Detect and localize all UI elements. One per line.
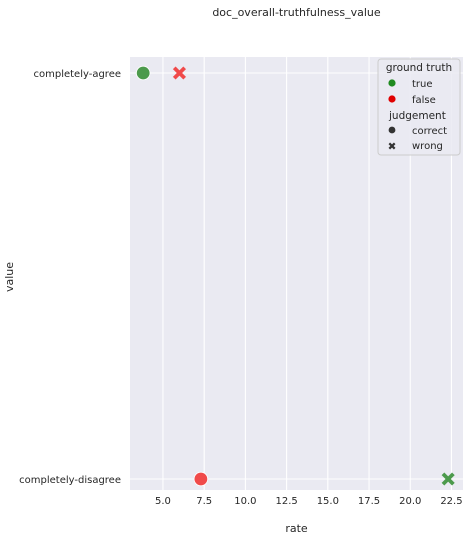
- data-point-true-wrong: [441, 472, 455, 486]
- legend-title-ground-truth: ground truth: [386, 62, 452, 74]
- data-point-true-correct: [135, 65, 151, 81]
- data-point-false-correct: [193, 471, 209, 487]
- y-axis-label: value: [3, 262, 16, 292]
- legend-label-false: false: [412, 95, 436, 106]
- legend: ground truth true false judgement correc…: [377, 58, 461, 156]
- data-point-false-wrong: [172, 66, 186, 80]
- x-tick-label: 20.0: [399, 496, 421, 507]
- x-tick-label: 10.0: [234, 496, 256, 507]
- y-tick-label: completely-disagree: [19, 475, 121, 486]
- x-tick-label: 15.0: [317, 496, 339, 507]
- y-axis-ticks: completely-agree completely-disagree: [19, 69, 121, 486]
- legend-label-true: true: [412, 79, 433, 90]
- x-tick-label: 5.0: [155, 496, 171, 507]
- legend-box: [377, 58, 461, 156]
- legend-marker-wrong: [388, 142, 396, 150]
- x-axis-ticks: 5.0 7.5 10.0 12.5 15.0 17.5 20.0 22.5: [155, 496, 463, 507]
- chart-title: doc_overall-truthfulness_value: [212, 6, 381, 19]
- x-axis-label: rate: [285, 522, 308, 535]
- legend-title-judgement: judgement: [388, 110, 446, 122]
- x-tick-label: 12.5: [275, 496, 297, 507]
- data-points: [135, 65, 455, 487]
- legend-marker-correct: [388, 126, 396, 134]
- x-tick-label: 22.5: [440, 496, 462, 507]
- x-tick-label: 7.5: [196, 496, 212, 507]
- legend-label-correct: correct: [412, 126, 447, 137]
- legend-marker-false: [388, 95, 396, 103]
- x-tick-label: 17.5: [358, 496, 380, 507]
- legend-marker-true: [388, 79, 396, 87]
- y-tick-label: completely-agree: [33, 69, 121, 80]
- legend-label-wrong: wrong: [412, 141, 443, 152]
